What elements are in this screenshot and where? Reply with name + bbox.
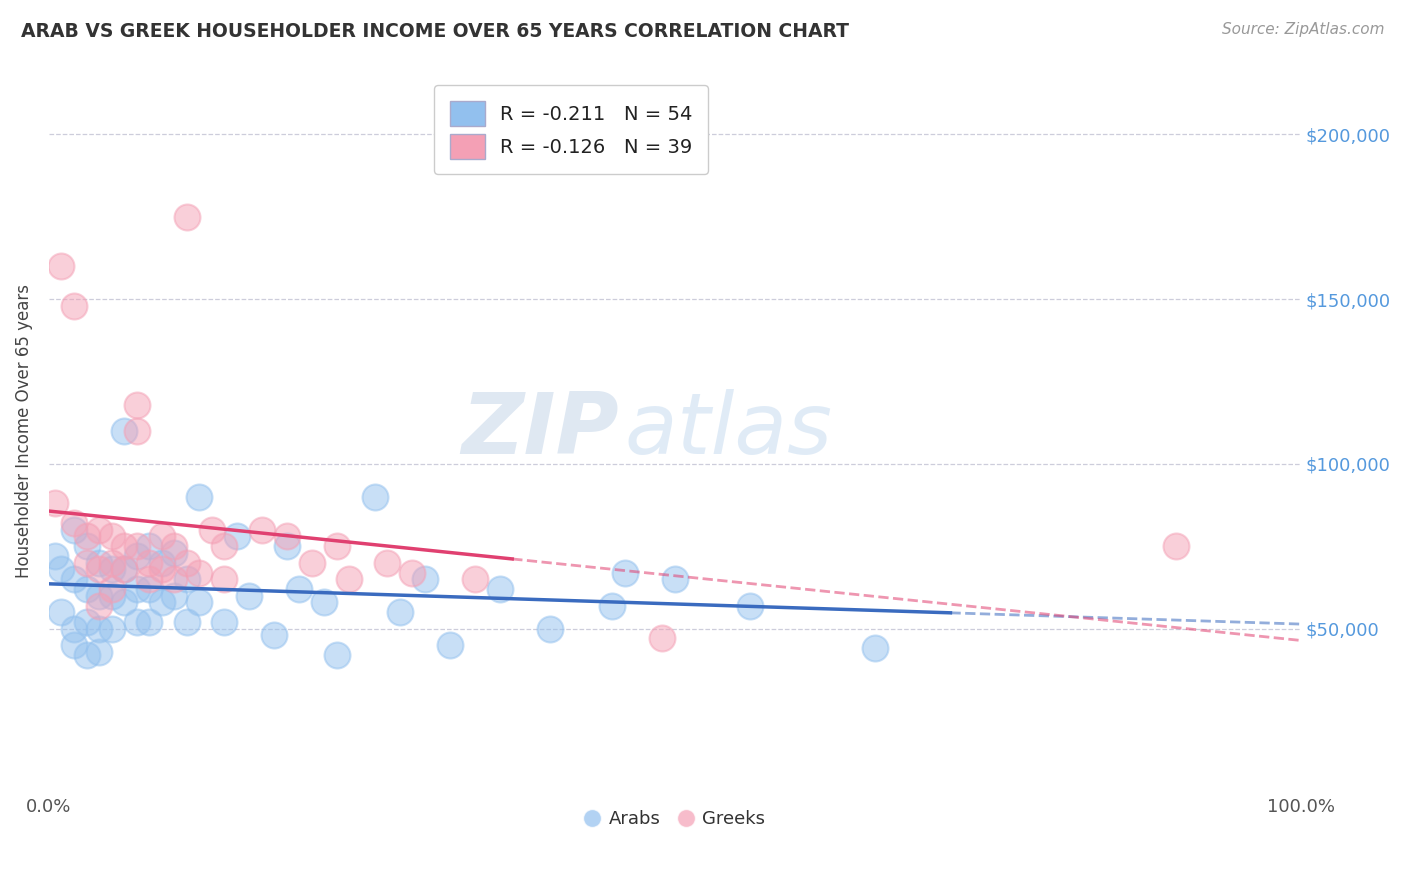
Point [214,572,236,586]
Point [176,572,198,586]
Point [150,562,173,576]
Point [263,628,285,642]
Point [112,424,135,438]
Point [87,562,110,576]
Point [150,595,173,609]
Point [112,595,135,609]
Point [326,648,349,662]
Point [363,490,385,504]
Point [138,615,160,629]
Point [76,529,98,543]
Point [87,589,110,603]
Point [138,572,160,586]
Point [413,572,436,586]
Point [63,516,86,531]
Point [76,582,98,596]
Point [125,615,148,629]
Point [740,599,762,613]
Point [63,622,86,636]
Point [664,572,686,586]
Point [100,622,122,636]
Point [138,582,160,596]
Point [125,549,148,563]
Point [63,523,86,537]
Point [388,605,411,619]
Point [51,562,73,576]
Point [100,529,122,543]
Point [76,556,98,570]
Point [63,638,86,652]
Point [163,572,186,586]
Point [250,523,273,537]
Point [112,539,135,553]
Point [125,582,148,596]
Point [112,562,135,576]
Point [163,546,186,560]
Point [326,539,349,553]
Point [176,210,198,224]
Point [76,648,98,662]
Point [125,424,148,438]
Point [439,638,461,652]
Point [865,641,887,656]
Point [51,605,73,619]
Text: atlas: atlas [624,390,832,473]
Point [44,496,66,510]
Point [225,529,247,543]
Point [163,539,186,553]
Point [100,562,122,576]
Point [602,599,624,613]
Point [150,556,173,570]
Point [125,398,148,412]
Point [112,562,135,576]
Point [44,549,66,563]
Point [138,556,160,570]
Point [201,523,224,537]
Point [1164,539,1187,553]
Point [100,582,122,596]
Point [87,622,110,636]
Text: ZIP: ZIP [461,390,619,473]
Legend: Arabs, Greeks: Arabs, Greeks [578,803,772,835]
Point [314,595,336,609]
Point [214,615,236,629]
Y-axis label: Householder Income Over 65 years: Householder Income Over 65 years [15,284,32,578]
Point [76,539,98,553]
Point [100,589,122,603]
Point [100,556,122,570]
Point [401,566,423,580]
Point [339,572,361,586]
Point [176,615,198,629]
Point [651,632,673,646]
Point [63,299,86,313]
Text: ARAB VS GREEK HOUSEHOLDER INCOME OVER 65 YEARS CORRELATION CHART: ARAB VS GREEK HOUSEHOLDER INCOME OVER 65… [21,22,849,41]
Text: Source: ZipAtlas.com: Source: ZipAtlas.com [1222,22,1385,37]
Point [464,572,486,586]
Point [276,539,298,553]
Point [214,539,236,553]
Point [301,556,323,570]
Point [76,615,98,629]
Point [87,645,110,659]
Point [288,582,311,596]
Point [87,523,110,537]
Point [188,595,211,609]
Point [276,529,298,543]
Point [87,556,110,570]
Point [188,490,211,504]
Point [488,582,510,596]
Point [150,529,173,543]
Point [125,539,148,553]
Point [138,539,160,553]
Point [163,589,186,603]
Point [538,622,561,636]
Point [51,259,73,273]
Point [613,566,636,580]
Point [238,589,260,603]
Point [375,556,398,570]
Point [176,556,198,570]
Point [188,566,211,580]
Point [63,572,86,586]
Point [87,599,110,613]
